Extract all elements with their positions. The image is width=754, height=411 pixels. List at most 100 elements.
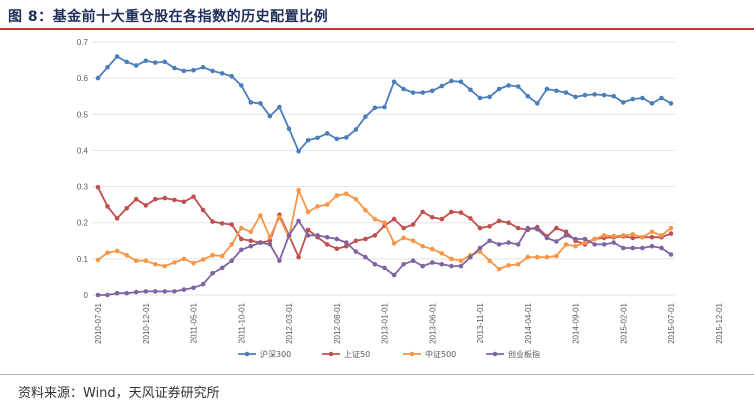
data-point: [630, 96, 636, 102]
y-axis: 0 0.1 0.2 0.3 0.4 0.5 0.6 0.7: [77, 38, 89, 300]
data-point: [114, 216, 120, 221]
data-point: [582, 92, 588, 98]
data-point: [114, 54, 120, 59]
data-point: [391, 241, 397, 246]
data-point: [305, 233, 311, 238]
data-point: [544, 86, 550, 92]
data-point: [391, 79, 397, 85]
data-point: [515, 225, 521, 231]
data-point: [630, 232, 636, 237]
data-point: [353, 249, 359, 254]
data-point: [344, 240, 349, 245]
data-point: [649, 243, 655, 249]
data-point: [554, 253, 559, 259]
legend-swatch-marker: [409, 351, 415, 357]
data-point: [382, 265, 387, 271]
data-point: [124, 252, 129, 258]
data-point: [324, 242, 330, 247]
data-point: [563, 229, 569, 235]
data-point: [219, 265, 225, 271]
data-point: [191, 285, 196, 291]
data-point: [515, 242, 521, 247]
data-point: [95, 185, 101, 190]
data-point: [191, 67, 196, 73]
data-point: [372, 233, 378, 238]
data-point: [621, 100, 626, 105]
data-point: [239, 225, 244, 231]
data-point: [372, 262, 378, 267]
data-point: [621, 245, 626, 251]
data-point: [458, 210, 464, 215]
data-point: [344, 191, 349, 197]
data-point: [334, 236, 340, 242]
figure-title: 图 8：基金前十大重仓股在各指数的历史配置比例: [8, 9, 329, 25]
data-point: [258, 240, 263, 245]
data-point: [200, 257, 206, 262]
data-point: [267, 238, 273, 244]
title-rule: [0, 28, 754, 30]
data-point: [668, 101, 674, 106]
data-point: [296, 148, 301, 154]
data-point: [133, 196, 139, 202]
y-tick-label: 0.1: [77, 255, 89, 264]
data-point: [506, 83, 511, 88]
data-point: [439, 262, 445, 267]
data-point: [143, 203, 149, 208]
data-point: [535, 226, 540, 232]
data-point: [239, 247, 244, 253]
data-point: [324, 131, 330, 136]
data-point: [344, 135, 349, 140]
data-point: [105, 292, 110, 298]
data-point: [525, 93, 531, 99]
data-point: [191, 194, 196, 199]
data-point: [487, 94, 492, 100]
x-tick-label: 2010-12-01: [142, 302, 151, 343]
data-point: [430, 246, 435, 252]
data-point: [458, 263, 464, 269]
data-point: [143, 58, 149, 64]
data-point: [420, 263, 426, 269]
data-point: [229, 242, 234, 247]
data-point: [487, 258, 492, 264]
data-point: [477, 245, 483, 251]
data-point: [630, 235, 636, 241]
grid-lines: [92, 41, 675, 296]
data-point: [573, 243, 578, 249]
data-point: [621, 233, 626, 238]
data-point: [449, 209, 454, 215]
data-point: [248, 229, 254, 235]
x-tick-label: 2012-03-01: [285, 302, 294, 343]
data-point: [181, 199, 187, 205]
data-point: [420, 209, 426, 215]
data-point: [286, 233, 292, 238]
legend-item: 沪深300: [238, 349, 291, 359]
data-point: [363, 207, 368, 213]
data-point: [124, 290, 129, 296]
data-point: [248, 243, 254, 249]
legend-label: 上证50: [344, 350, 370, 359]
data-point: [219, 253, 225, 259]
x-tick-label: 2012-08-01: [333, 302, 342, 343]
source-note: 资料来源：Wind，天风证券研究所: [18, 386, 220, 401]
data-point: [210, 219, 215, 224]
x-tick-label: 2011-10-01: [237, 302, 246, 343]
data-point: [630, 245, 636, 251]
data-point: [496, 266, 502, 272]
data-point: [496, 86, 502, 92]
data-point: [305, 209, 311, 215]
data-point: [401, 262, 406, 267]
data-point: [267, 113, 273, 119]
data-point: [496, 242, 502, 247]
data-point: [267, 234, 273, 240]
line-chart: 0 0.1 0.2 0.3 0.4 0.5 0.6 0.7 2010-07-01 2010-12…: [77, 38, 724, 359]
data-point: [114, 290, 120, 296]
data-point: [506, 240, 511, 245]
data-point: [353, 127, 359, 132]
data-point: [353, 196, 359, 202]
data-point: [334, 246, 340, 251]
data-point: [544, 254, 550, 260]
data-point: [649, 234, 655, 240]
data-point: [563, 242, 569, 247]
data-point: [544, 235, 550, 241]
data-point: [506, 263, 511, 268]
